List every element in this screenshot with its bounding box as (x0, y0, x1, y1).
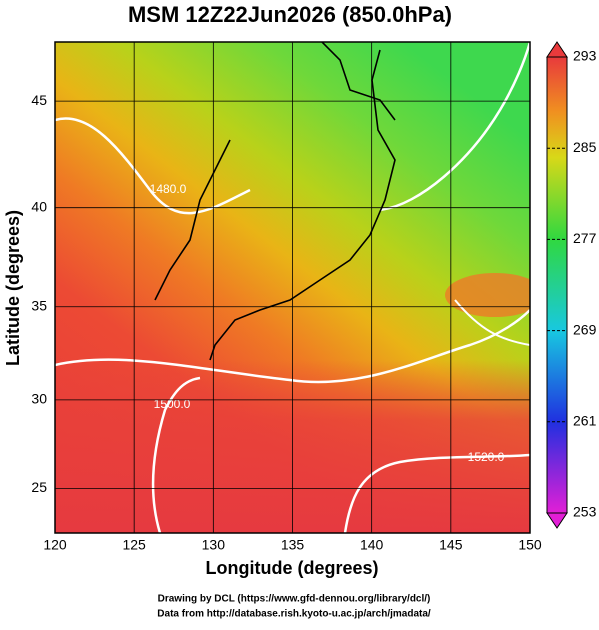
contour-label: 1480.0 (150, 182, 187, 196)
y-tick-label: 40 (31, 198, 47, 214)
colorbar-tick-label: 285 (573, 139, 597, 155)
colorbar-tick-label: 269 (573, 321, 597, 337)
contour (454, 299, 530, 346)
y-tick-label: 35 (31, 297, 47, 313)
footer-line: Drawing by DCL (https://www.gfd-dennou.o… (158, 594, 431, 605)
colorbar (546, 56, 568, 514)
colorbar-tick-label: 293 (573, 48, 597, 64)
x-tick-label: 130 (202, 537, 226, 553)
x-tick-label: 150 (518, 537, 542, 553)
colorbar-tick-label: 253 (573, 504, 597, 520)
colorbar-tick-label: 277 (573, 230, 597, 246)
y-axis-label: Latitude (degrees) (3, 210, 23, 366)
contour (379, 42, 530, 212)
footer-line: Data from http://database.rish.kyoto-u.a… (157, 609, 431, 620)
contour-label: 1520.0 (468, 450, 505, 464)
contour-label: 1500.0 (154, 397, 191, 411)
title: MSM 12Z22Jun2026 (850.0hPa) (128, 2, 452, 27)
contour (55, 309, 530, 384)
x-tick-label: 120 (43, 537, 67, 553)
colorbar-extend (546, 41, 568, 58)
x-axis-label: Longitude (degrees) (205, 558, 378, 578)
contour (343, 453, 530, 533)
x-tick-label: 135 (281, 537, 305, 553)
contour (151, 376, 201, 533)
temperature-field (445, 273, 530, 317)
x-tick-label: 145 (439, 537, 463, 553)
x-tick-label: 125 (122, 537, 146, 553)
colorbar-tick-label: 261 (573, 413, 597, 429)
colorbar-extend (546, 512, 568, 529)
contour (55, 117, 251, 215)
y-tick-label: 45 (31, 92, 47, 108)
x-tick-label: 140 (360, 537, 384, 553)
y-tick-label: 30 (31, 391, 47, 407)
coastline (154, 42, 396, 361)
y-tick-label: 25 (31, 479, 47, 495)
